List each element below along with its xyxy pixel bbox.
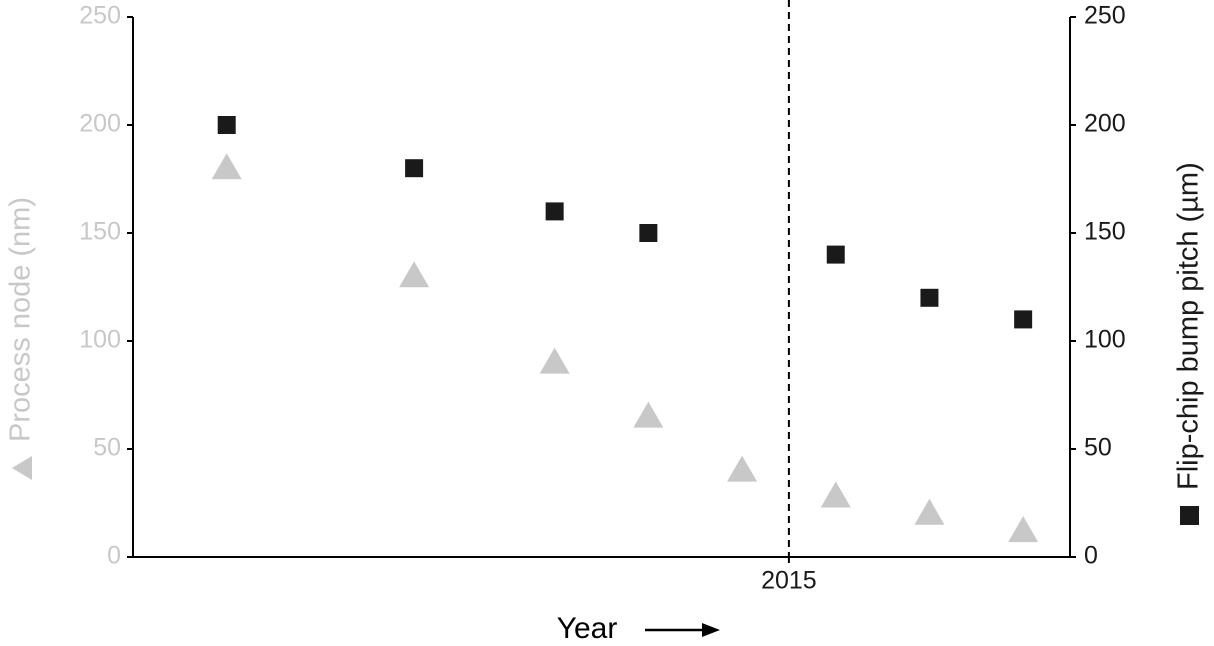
y-tick-label: 150 bbox=[79, 218, 121, 246]
y2-axis-label: Flip-chip bump pitch (µm) bbox=[1173, 162, 1205, 490]
point bbox=[820, 481, 851, 508]
point bbox=[633, 401, 664, 428]
point bbox=[727, 455, 758, 482]
y-tick-label: 250 bbox=[79, 2, 121, 30]
point bbox=[405, 159, 424, 178]
y-axis-label: Process node (nm) bbox=[5, 197, 37, 442]
point bbox=[826, 245, 845, 264]
y2-tick-label: 50 bbox=[1084, 434, 1112, 462]
y2-tick-label: 250 bbox=[1084, 2, 1126, 30]
y-tick-label: 200 bbox=[79, 110, 121, 138]
point bbox=[914, 498, 945, 525]
y2-tick-label: 0 bbox=[1084, 542, 1098, 570]
point bbox=[639, 224, 658, 242]
point bbox=[1008, 516, 1039, 543]
y-tick-label: 0 bbox=[107, 542, 121, 570]
point bbox=[399, 261, 430, 288]
point bbox=[920, 288, 939, 307]
point bbox=[1014, 310, 1033, 329]
legend-square bbox=[1180, 506, 1199, 525]
y-tick-label: 100 bbox=[79, 326, 121, 354]
x-axis-label: Year bbox=[557, 612, 618, 645]
point bbox=[545, 202, 564, 221]
point bbox=[217, 116, 236, 134]
point bbox=[211, 153, 242, 180]
y2-tick-label: 150 bbox=[1084, 218, 1126, 246]
arrow-head bbox=[702, 623, 720, 637]
point bbox=[539, 347, 570, 374]
legend-triangle bbox=[12, 456, 32, 480]
y-tick-label: 50 bbox=[93, 434, 121, 462]
y2-tick-label: 100 bbox=[1084, 326, 1126, 354]
y2-tick-label: 200 bbox=[1084, 110, 1126, 138]
x-tick-label: 2015 bbox=[761, 567, 817, 595]
